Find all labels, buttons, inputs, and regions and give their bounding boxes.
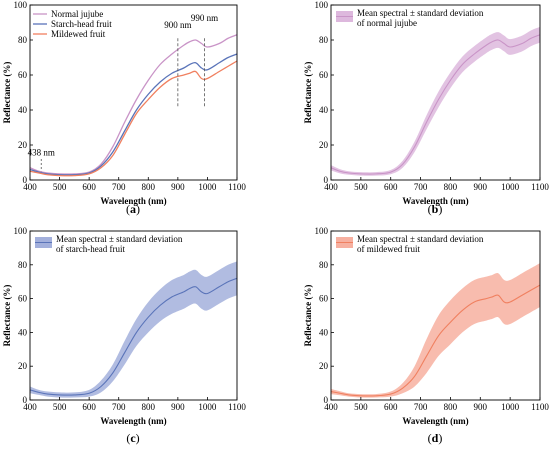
plot-frame (29, 230, 238, 401)
x-tick-label-900: 900 (474, 182, 488, 192)
y-tick-label-100: 100 (315, 0, 329, 10)
y-tick-label-0: 0 (23, 395, 28, 405)
y-tick-label-0: 0 (23, 175, 28, 185)
x-axis-title: Wavelength (nm) (402, 416, 468, 426)
y-tick-label-80: 80 (18, 35, 28, 45)
x-tick-label-1100: 1100 (228, 402, 246, 412)
x-tick-label-800: 800 (142, 402, 156, 412)
annotation-label-2: 900 nm (164, 20, 191, 30)
y-tick-label-0: 0 (324, 175, 329, 185)
x-tick-label-700: 700 (414, 402, 428, 412)
y-tick-label-80: 80 (18, 260, 28, 270)
panel-label: (a) (126, 202, 140, 216)
x-tick-label-900: 900 (171, 182, 185, 192)
x-tick-label-1000: 1000 (501, 182, 520, 192)
x-tick-label-400: 400 (324, 182, 338, 192)
std-band (331, 263, 540, 398)
y-tick-label-40: 40 (319, 327, 329, 337)
x-tick-label-700: 700 (414, 182, 428, 192)
y-tick-label-60: 60 (319, 294, 329, 304)
y-tick-label-20: 20 (319, 140, 329, 150)
legend-label-2: of normal jujube (357, 18, 417, 28)
plot-frame (330, 4, 541, 181)
y-tick-label-0: 0 (324, 395, 329, 405)
panel-label: (b) (428, 202, 443, 216)
x-tick-label-500: 500 (53, 402, 67, 412)
legend-label-1: Mean spectral ± standard deviation (357, 8, 484, 18)
x-tick-label-400: 400 (324, 402, 338, 412)
plot-frame (330, 230, 541, 401)
x-tick-label-400: 400 (23, 182, 37, 192)
panel-label: (c) (126, 431, 139, 445)
x-tick-label-600: 600 (384, 182, 398, 192)
legend-label-2: of starch-head fruit (56, 244, 125, 254)
x-tick-label-1100: 1100 (531, 402, 549, 412)
y-tick-label-20: 20 (18, 140, 28, 150)
y-tick-label-100: 100 (315, 226, 329, 236)
y-tick-label-60: 60 (18, 294, 28, 304)
x-tick-label-1100: 1100 (531, 182, 549, 192)
plot-frame (29, 4, 238, 181)
annotation-label-1: 438 nm (28, 148, 55, 158)
chart-panel-2: 400 500 600 700 800 900 1000 1100 0 20 40 60 80 100 Wa… (303, 0, 549, 216)
legend-label-1: Mean spectral ± standard deviation (357, 234, 484, 244)
panel-label: (d) (428, 431, 443, 445)
y-tick-label-80: 80 (319, 35, 329, 45)
y-tick-label-100: 100 (14, 0, 28, 10)
y-tick-label-60: 60 (319, 70, 329, 80)
y-tick-label-20: 20 (18, 361, 28, 371)
x-tick-label-800: 800 (444, 402, 458, 412)
std-band (331, 26, 540, 176)
y-axis-title: Reflectance (%) (2, 62, 12, 124)
series-line-2 (29, 53, 238, 176)
x-tick-label-800: 800 (444, 182, 458, 192)
y-tick-label-100: 100 (14, 226, 28, 236)
x-tick-label-600: 600 (82, 182, 96, 192)
x-tick-label-900: 900 (171, 402, 185, 412)
y-tick-label-80: 80 (319, 260, 329, 270)
y-tick-label-40: 40 (18, 105, 28, 115)
series-line-3 (29, 60, 238, 177)
legend-label-1: Mean spectral ± standard deviation (56, 234, 183, 244)
legend-label-2: Starch-head fruit (51, 19, 112, 29)
chart-panel-4: 400 500 600 700 800 900 1000 1100 0 20 40 60 80 100 Wa… (303, 226, 549, 445)
y-tick-label-40: 40 (319, 105, 329, 115)
x-axis-title: Wavelength (nm) (402, 196, 468, 206)
x-axis-title: Wavelength (nm) (100, 196, 166, 206)
x-tick-label-700: 700 (112, 402, 126, 412)
mean-line (330, 284, 541, 397)
x-tick-label-900: 900 (474, 402, 488, 412)
series-line-1 (29, 34, 238, 175)
mean-line (29, 277, 238, 396)
x-tick-label-500: 500 (354, 402, 368, 412)
x-tick-label-800: 800 (142, 182, 156, 192)
legend-label-2: of mildewed fruit (357, 244, 420, 254)
y-axis-title: Reflectance (%) (303, 285, 313, 347)
x-tick-label-700: 700 (112, 182, 126, 192)
annotation-label-3: 990 nm (191, 13, 218, 23)
x-tick-label-600: 600 (384, 402, 398, 412)
mean-line (330, 34, 541, 175)
x-tick-label-500: 500 (354, 182, 368, 192)
chart-panel-3: 400 500 600 700 800 900 1000 1100 0 20 40 60 80 100 Wa… (2, 226, 246, 445)
x-tick-label-500: 500 (53, 182, 67, 192)
std-band (30, 261, 237, 398)
legend-label-1: Normal jujube (51, 9, 103, 19)
x-tick-label-1100: 1100 (228, 182, 246, 192)
y-tick-label-60: 60 (18, 70, 28, 80)
y-tick-label-40: 40 (18, 327, 28, 337)
x-tick-label-600: 600 (82, 402, 96, 412)
x-tick-label-1000: 1000 (501, 402, 520, 412)
x-tick-label-1000: 1000 (198, 402, 217, 412)
legend-label-3: Mildewed fruit (51, 29, 106, 39)
x-tick-label-1000: 1000 (198, 182, 217, 192)
x-axis-title: Wavelength (nm) (100, 416, 166, 426)
y-axis-title: Reflectance (%) (303, 62, 313, 124)
y-axis-title: Reflectance (%) (2, 285, 12, 347)
x-tick-label-400: 400 (23, 402, 37, 412)
y-tick-label-20: 20 (319, 361, 329, 371)
